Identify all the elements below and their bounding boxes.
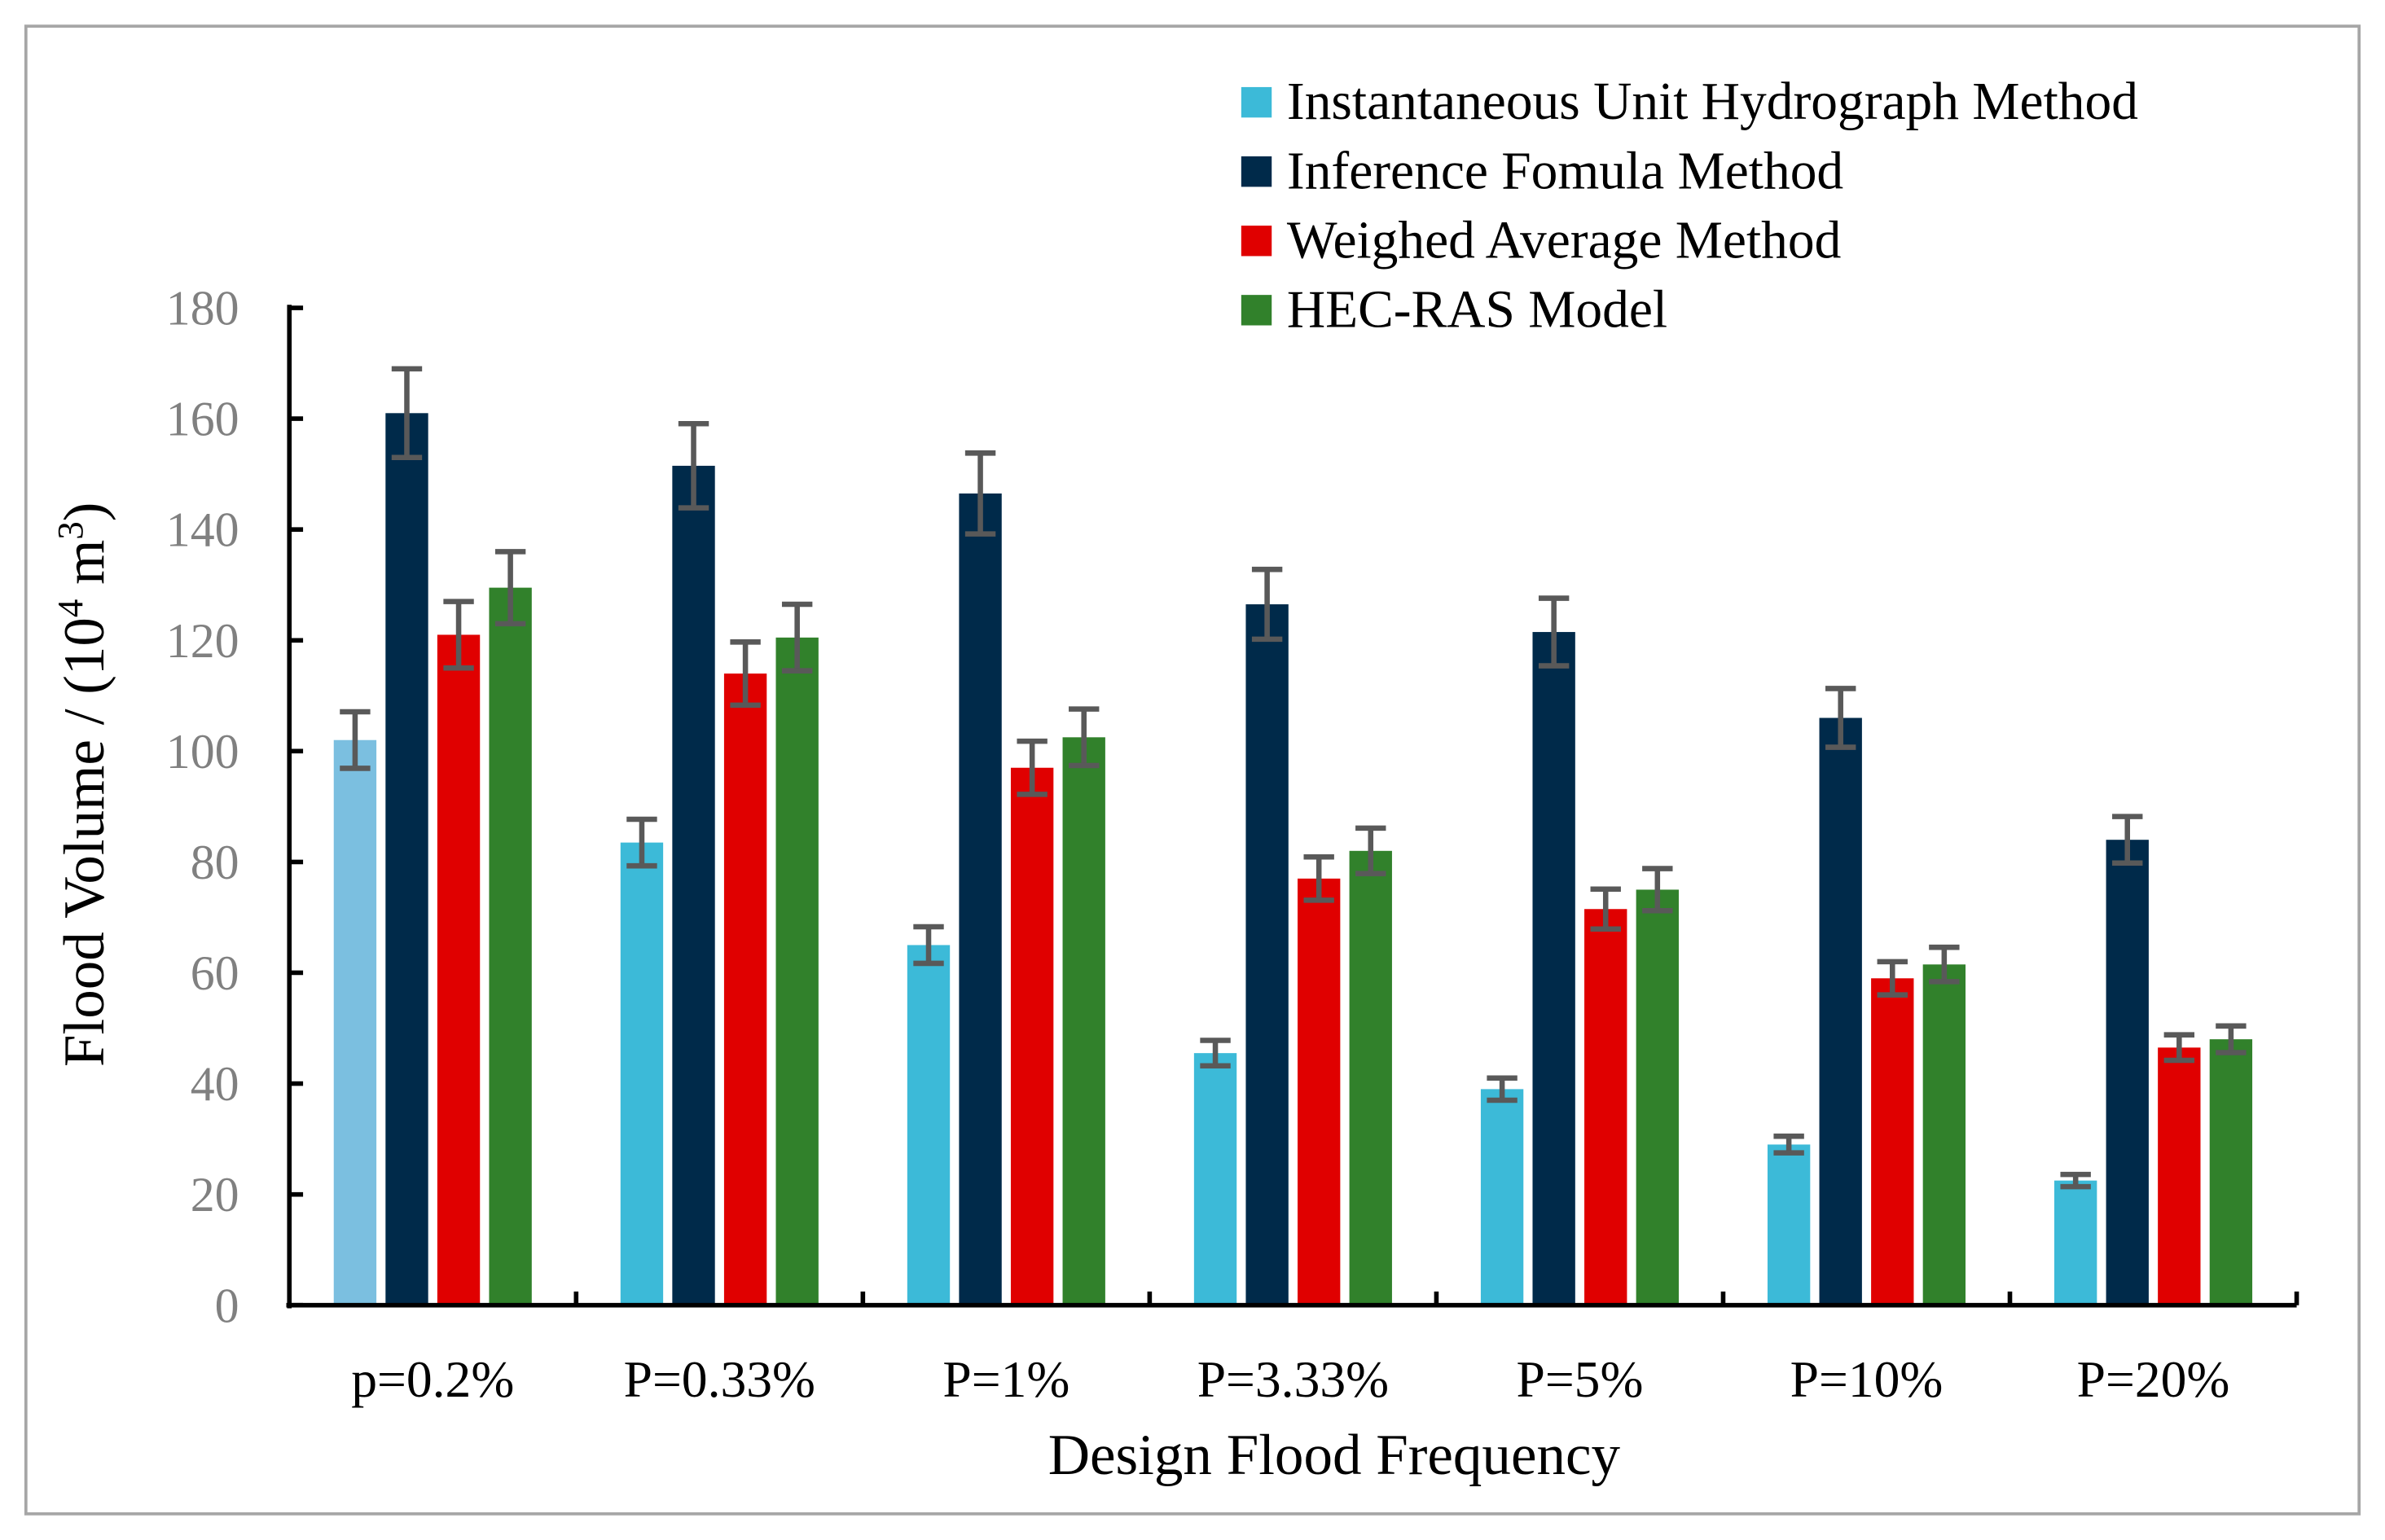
error-bar-2-6 xyxy=(1825,686,1856,750)
bar-1-4 xyxy=(1193,1053,1237,1305)
bar-2-6 xyxy=(1819,717,1862,1305)
legend-label-4: HEC-RAS Model xyxy=(1287,280,1667,339)
y-tick-label: 40 xyxy=(191,1057,239,1111)
bar-1-5 xyxy=(1480,1089,1524,1305)
bar-2-7 xyxy=(2106,840,2149,1305)
bar-1-3 xyxy=(907,945,951,1305)
error-bar-2-7 xyxy=(2112,814,2143,867)
error-bar-1-7 xyxy=(2060,1171,2091,1190)
bar-2-2 xyxy=(672,465,715,1305)
legend: Instantaneous Unit Hydrograph Method Infe… xyxy=(1241,72,2138,339)
bar-4-6 xyxy=(1922,964,1966,1305)
error-bar-1-6 xyxy=(1773,1133,1804,1156)
bar-1-6 xyxy=(1767,1144,1811,1305)
bar-4-4 xyxy=(1349,850,1392,1305)
error-bar-1-3 xyxy=(913,924,944,967)
y-tick-label: 160 xyxy=(166,393,239,446)
x-tick-label: P=10% xyxy=(1790,1350,1944,1408)
error-bar-2-2 xyxy=(678,420,709,511)
error-bar-3-1 xyxy=(443,599,474,671)
error-bar-2-3 xyxy=(964,450,996,537)
error-bar-3-4 xyxy=(1303,854,1334,903)
y-tick-label: 100 xyxy=(166,725,239,779)
bar-4-5 xyxy=(1636,889,1679,1305)
legend-swatch-2 xyxy=(1241,156,1272,187)
y-axis-title: Flood Volume / (104 m3) xyxy=(50,502,116,1067)
y-tick-label: 120 xyxy=(166,614,239,668)
error-bar-3-6 xyxy=(1877,959,1908,998)
bar-2-3 xyxy=(959,493,1002,1305)
bar-1-2 xyxy=(620,842,664,1305)
bar-4-2 xyxy=(775,637,819,1305)
x-axis-title: Design Flood Frequency xyxy=(1048,1424,1621,1487)
legend-swatch-1 xyxy=(1241,86,1272,118)
bar-1-7 xyxy=(2054,1180,2097,1305)
bar-2-4 xyxy=(1245,604,1289,1305)
error-bar-1-2 xyxy=(626,816,657,869)
y-tick-label: 20 xyxy=(191,1168,239,1222)
error-bar-4-2 xyxy=(781,601,813,673)
legend-label-3: Weighed Average Method xyxy=(1287,211,1841,270)
bar-4-1 xyxy=(489,587,532,1305)
error-bar-2-1 xyxy=(391,366,423,461)
y-tick-label: 140 xyxy=(166,503,239,557)
x-tick-label: P=20% xyxy=(2077,1350,2230,1408)
error-bar-2-4 xyxy=(1251,566,1283,643)
bar-3-3 xyxy=(1010,767,1054,1305)
bar-3-1 xyxy=(437,634,481,1305)
bar-1-1 xyxy=(333,739,377,1305)
legend-label-2: Inference Fomula Method xyxy=(1287,142,1843,200)
y-tick-label: 0 xyxy=(215,1279,239,1332)
y-tick-label: 60 xyxy=(191,946,239,1000)
error-bar-4-5 xyxy=(1642,866,1673,914)
error-bar-3-2 xyxy=(730,639,761,709)
bar-2-1 xyxy=(385,413,428,1305)
x-tick-label: P=0.33% xyxy=(624,1350,815,1408)
y-tick-label: 180 xyxy=(166,282,239,336)
error-bar-2-5 xyxy=(1538,595,1570,669)
bar-3-4 xyxy=(1298,878,1341,1305)
error-bar-3-7 xyxy=(2163,1032,2195,1064)
y-tick-label: 80 xyxy=(191,836,239,889)
bar-3-7 xyxy=(2158,1047,2201,1305)
error-bar-1-1 xyxy=(340,709,371,771)
error-bar-3-3 xyxy=(1017,738,1048,797)
error-bar-4-4 xyxy=(1355,825,1386,876)
bar-3-5 xyxy=(1584,909,1627,1305)
x-tick-label: p=0.2% xyxy=(351,1350,514,1408)
x-tick-label: P=3.33% xyxy=(1197,1350,1389,1408)
bar-4-7 xyxy=(2209,1039,2253,1305)
bar-2-5 xyxy=(1532,632,1575,1305)
error-bar-4-6 xyxy=(1929,944,1960,985)
legend-swatch-3 xyxy=(1241,226,1272,257)
bar-3-6 xyxy=(1871,978,1914,1305)
legend-swatch-4 xyxy=(1241,295,1272,326)
bar-4-3 xyxy=(1062,737,1105,1305)
bar-3-2 xyxy=(723,673,767,1305)
error-bar-4-1 xyxy=(494,549,526,627)
error-bar-4-7 xyxy=(2216,1023,2247,1055)
error-bar-1-5 xyxy=(1487,1075,1518,1103)
error-bar-3-5 xyxy=(1590,886,1621,932)
x-tick-label: P=1% xyxy=(942,1350,1070,1408)
legend-label-1: Instantaneous Unit Hydrograph Method xyxy=(1287,72,2138,131)
error-bar-1-4 xyxy=(1200,1038,1231,1069)
error-bar-4-3 xyxy=(1069,706,1100,769)
x-tick-label: P=5% xyxy=(1516,1350,1643,1408)
